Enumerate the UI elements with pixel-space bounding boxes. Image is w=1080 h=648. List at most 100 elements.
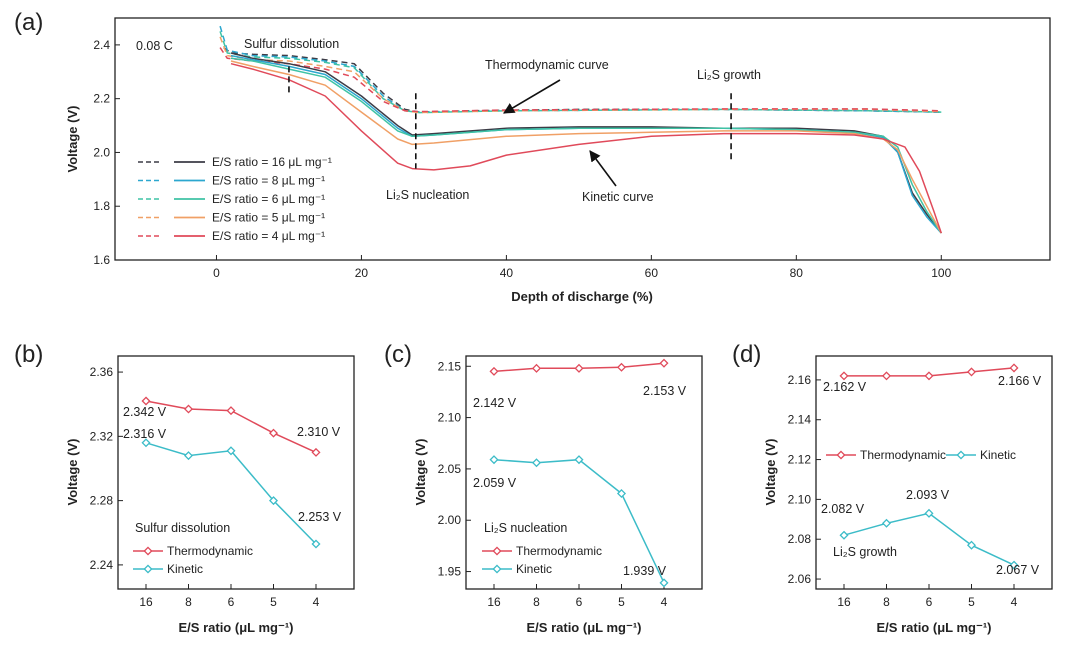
panel-a: (a) 0 20 40 60 80 100 1.6 1.8 2.0 2.2 2.4 0.08 C S… <box>14 9 1051 304</box>
data-point-diamond <box>924 508 934 518</box>
legend-label: E/S ratio = 4 μL mg⁻¹ <box>212 229 325 243</box>
panel-b-data-label: 2.316 V <box>123 427 167 441</box>
panel-c-ticks: 16 8 6 5 4 1.95 2.00 2.05 2.10 2.15 <box>438 359 668 609</box>
data-point-diamond <box>226 406 236 416</box>
y-tick-label: 2.28 <box>90 494 114 508</box>
panel-d-frame <box>815 355 1053 590</box>
legend-label: E/S ratio = 6 μL mg⁻¹ <box>212 192 325 206</box>
x-tick-label: 60 <box>645 266 659 280</box>
panel-c-series <box>489 358 669 588</box>
data-point-diamond <box>616 489 627 499</box>
x-tick-label: 100 <box>931 266 951 280</box>
data-point-diamond <box>226 446 236 456</box>
panel-b-ticks: 16 8 6 5 4 2.24 2.28 2.32 2.36 <box>90 365 320 609</box>
x-tick-label: 16 <box>487 595 501 609</box>
panel-d-data-label: 2.093 V <box>906 488 950 502</box>
data-point-diamond <box>574 455 584 465</box>
x-tick-label: 4 <box>661 595 668 609</box>
panel-a-xlabel: Depth of discharge (%) <box>511 289 653 304</box>
data-point-diamond <box>924 371 934 381</box>
y-tick-label: 1.95 <box>438 565 462 579</box>
panel-b-series <box>141 396 321 549</box>
panel-c: (c) 16 8 6 5 4 1.95 2.00 2.05 2.10 2.15 Li₂S nucl… <box>384 341 703 635</box>
x-tick-label: 5 <box>618 595 625 609</box>
x-tick-label: 4 <box>313 595 320 609</box>
x-tick-label: 5 <box>968 595 975 609</box>
y-tick-label: 2.32 <box>90 429 114 443</box>
data-point-diamond <box>311 539 321 549</box>
x-tick-label: 6 <box>926 595 933 609</box>
panel-b-data-label: 2.253 V <box>298 510 342 524</box>
y-tick-label: 1.8 <box>93 199 110 213</box>
legend-label: E/S ratio = 16 μL mg⁻¹ <box>212 155 332 169</box>
y-tick-label: 2.05 <box>438 462 462 476</box>
panel-b-frame <box>117 355 355 590</box>
panel-c-title: Li₂S nucleation <box>484 521 567 535</box>
data-point-diamond <box>966 540 977 550</box>
panel-b-legend: Thermodynamic Kinetic <box>133 544 253 576</box>
panel-d-label: (d) <box>732 341 761 368</box>
y-tick-label: 1.6 <box>93 253 110 267</box>
panel-b-data-label: 2.342 V <box>123 405 167 419</box>
panel-a-label: (a) <box>14 9 43 36</box>
legend-marker <box>492 564 502 574</box>
y-tick-label: 2.24 <box>90 558 114 572</box>
panel-d-ticks: 16 8 6 5 4 2.06 2.08 2.10 2.12 2.14 2.16 <box>788 373 1018 609</box>
annotation-thermodynamic-curve: Thermodynamic curve <box>485 58 609 72</box>
panel-b-label: (b) <box>14 341 43 368</box>
legend-label: Thermodynamic <box>167 544 253 558</box>
panel-a-series <box>219 25 943 234</box>
legend-marker <box>143 546 153 556</box>
legend-label: Thermodynamic <box>860 448 946 462</box>
panel-a-ticks: 0 20 40 60 80 100 1.6 1.8 2.0 2.2 2.4 <box>93 38 951 280</box>
panel-b-xlabel: E/S ratio (μL mg⁻¹) <box>179 620 294 635</box>
panel-a-ylabel: Voltage (V) <box>65 106 80 173</box>
data-point-diamond <box>141 396 151 406</box>
legend-label: E/S ratio = 8 μL mg⁻¹ <box>212 174 325 188</box>
legend-marker <box>836 450 846 460</box>
y-tick-label: 2.12 <box>788 453 812 467</box>
data-point-diamond <box>141 438 151 448</box>
panel-d-data-label: 2.162 V <box>823 380 867 394</box>
panel-d-series <box>839 363 1019 570</box>
data-point-diamond <box>881 371 892 381</box>
data-point-diamond <box>531 458 542 468</box>
series-line <box>230 54 942 234</box>
panel-d-xlabel: E/S ratio (μL mg⁻¹) <box>877 620 992 635</box>
legend-marker <box>143 564 153 574</box>
y-tick-label: 2.4 <box>93 38 110 52</box>
data-point-diamond <box>881 518 892 528</box>
panel-c-data-label: 2.153 V <box>643 384 687 398</box>
panel-c-label: (c) <box>384 341 412 368</box>
panel-b: (b) 16 8 6 5 4 2.24 2.28 2.32 2.36 Sulfur dissol… <box>14 341 355 635</box>
data-point-diamond <box>1009 560 1019 570</box>
legend-marker <box>492 546 502 556</box>
panel-a-frame <box>114 17 1051 261</box>
data-point-diamond <box>839 530 849 540</box>
data-point-diamond <box>616 362 627 372</box>
legend-label: Thermodynamic <box>516 544 602 558</box>
data-point-diamond <box>268 428 279 438</box>
legend-label: Kinetic <box>516 562 552 576</box>
x-tick-label: 8 <box>533 595 540 609</box>
x-tick-label: 16 <box>837 595 851 609</box>
x-tick-label: 6 <box>576 595 583 609</box>
y-tick-label: 2.0 <box>93 145 110 159</box>
panel-c-data-label: 1.939 V <box>623 564 667 578</box>
rate-label: 0.08 C <box>136 39 173 53</box>
x-tick-label: 8 <box>883 595 890 609</box>
x-tick-label: 40 <box>500 266 514 280</box>
data-point-diamond <box>839 371 849 381</box>
arrow-thermodynamic <box>503 79 561 114</box>
data-point-diamond <box>531 363 542 373</box>
panel-d-data-label: 2.082 V <box>821 502 865 516</box>
data-point-diamond <box>311 447 321 457</box>
data-point-diamond <box>659 578 669 588</box>
legend-marker <box>956 450 966 460</box>
y-tick-label: 2.14 <box>788 413 812 427</box>
panel-c-xlabel: E/S ratio (μL mg⁻¹) <box>527 620 642 635</box>
data-point-diamond <box>183 404 194 414</box>
series-line <box>230 57 942 234</box>
data-point-diamond <box>659 358 669 368</box>
